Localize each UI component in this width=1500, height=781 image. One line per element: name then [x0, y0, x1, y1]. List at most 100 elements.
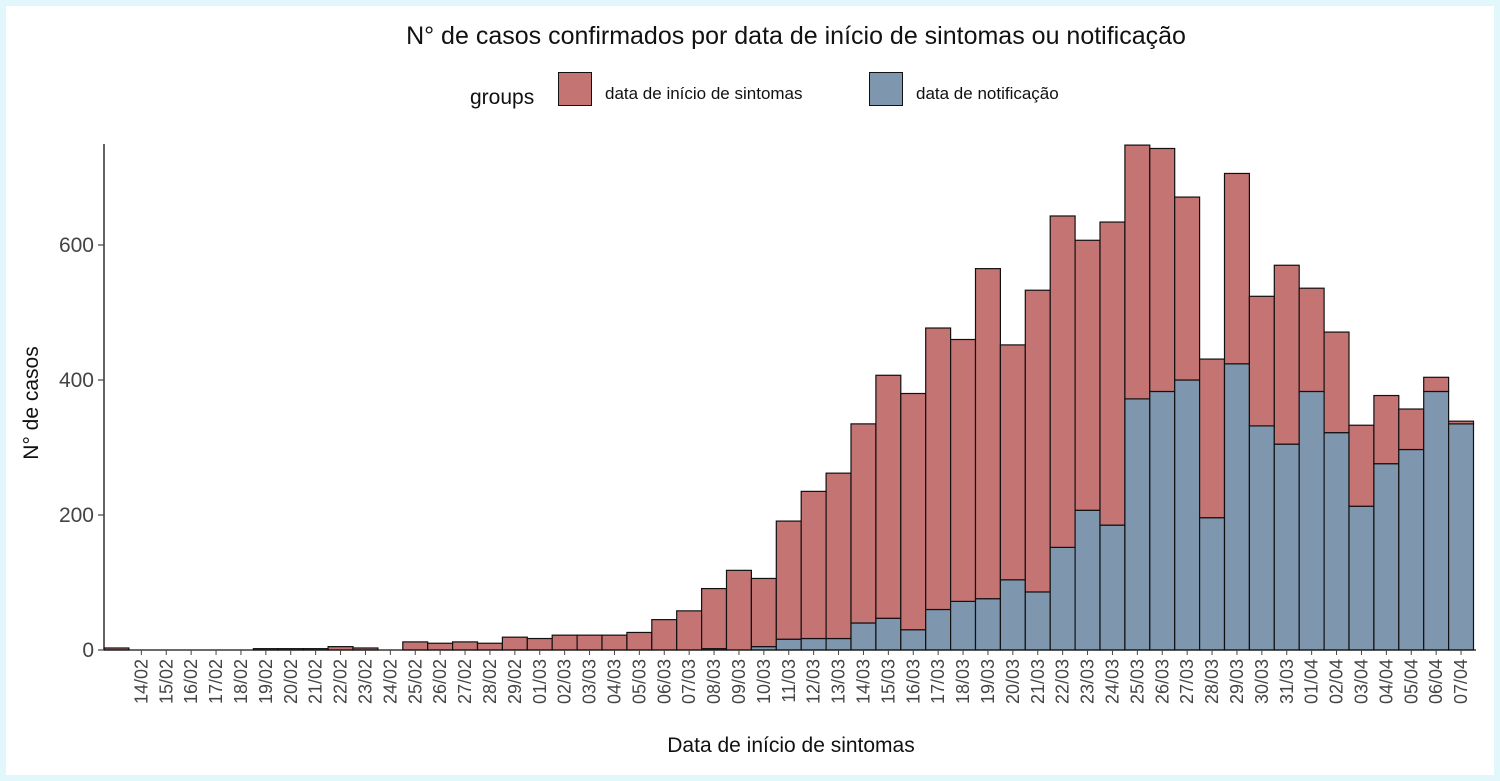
x-tick-label: 15/03 [878, 659, 898, 704]
x-tick-label: 16/03 [903, 659, 923, 704]
y-tick-label: 400 [59, 369, 94, 392]
x-tick-label: 02/03 [555, 659, 575, 704]
x-tick-label: 27/03 [1177, 659, 1197, 704]
bar-sintomas [476, 642, 503, 651]
bar-notificacao [875, 617, 902, 651]
bar-notificacao [1273, 443, 1300, 651]
bar-sintomas [949, 338, 977, 602]
x-tick-label: 11/03 [779, 659, 799, 703]
x-tick-label: 05/04 [1401, 659, 1421, 704]
x-tick-label: 24/02 [380, 659, 400, 704]
bar-notificacao [1398, 448, 1425, 651]
bar-notificacao [1124, 398, 1151, 651]
x-tick-label: 26/03 [1152, 659, 1172, 704]
x-tick-labels: 14/02 15/02 16/02 17/02 18/02 19/02 20/02 21/02… [131, 650, 1494, 704]
bar-sintomas [900, 392, 927, 631]
legend-label-notificacao: data de notificação [916, 84, 1059, 103]
x-tick-label: 18/03 [953, 659, 973, 704]
bar-sintomas [676, 610, 703, 651]
x-tick-label: 19/02 [256, 659, 276, 704]
bar-sintomas [875, 374, 902, 619]
y-tick-label: 0 [82, 639, 94, 662]
legend-title: groups [470, 86, 535, 109]
bar-notificacao [1248, 425, 1275, 651]
bar-sintomas [750, 577, 777, 648]
bar-sintomas [999, 344, 1026, 581]
bar-notificacao [974, 598, 1001, 651]
x-tick-label: 29/03 [1227, 659, 1247, 704]
x-tick-label: 26/02 [430, 659, 450, 704]
bar-notificacao [1348, 505, 1375, 651]
bar-sintomas [526, 637, 553, 651]
bar-notificacao [1198, 517, 1226, 651]
x-tick-label: 28/03 [1202, 659, 1222, 704]
x-tick-label: 28/02 [480, 659, 500, 704]
bar-sintomas [1124, 144, 1151, 400]
bar-sintomas [551, 634, 578, 651]
x-tick-label: 22/03 [1053, 659, 1073, 704]
bar-notificacao [1099, 524, 1126, 651]
chart-plot: 0 200 400 600 14/02 15/02 16/02 17/02 18/02 19/02… [20, 144, 1494, 757]
x-tick-label: 17/02 [206, 659, 226, 704]
y-tick-label: 200 [59, 504, 94, 527]
x-tick-label: 30/03 [1252, 659, 1272, 704]
bar-notificacao [1223, 363, 1250, 651]
bar-sintomas [700, 587, 728, 650]
x-tick-label: 24/03 [1102, 659, 1122, 704]
bar-sintomas [651, 619, 678, 651]
x-tick-label: 21/03 [1028, 659, 1048, 704]
bar-notificacao [825, 637, 852, 651]
legend-key-sintomas [558, 72, 592, 106]
x-tick-label: 13/03 [829, 659, 849, 704]
bar-sintomas [1074, 239, 1101, 511]
x-tick-label: 04/04 [1376, 659, 1396, 704]
bar-sintomas [1298, 287, 1325, 393]
x-tick-label: 25/03 [1127, 659, 1147, 704]
bar-notificacao [1049, 546, 1076, 651]
x-tick-label: 27/02 [455, 659, 475, 704]
bar-notificacao [999, 579, 1026, 651]
bar-sintomas [1348, 424, 1375, 507]
x-tick-label: 03/04 [1351, 659, 1371, 704]
x-tick-label: 06/03 [654, 659, 674, 704]
bar-notificacao [925, 608, 952, 651]
x-tick-label: 12/03 [804, 659, 824, 704]
bars-group [103, 144, 1475, 651]
bar-sintomas [452, 641, 479, 651]
x-tick-label: 03/03 [580, 659, 600, 704]
bar-sintomas [1149, 147, 1176, 393]
bar-sintomas [1323, 331, 1350, 434]
bar-notificacao [1423, 390, 1450, 651]
x-axis-title: Data de início de sintomas [667, 734, 914, 757]
bar-sintomas [1024, 289, 1051, 593]
bar-sintomas [1373, 394, 1400, 465]
bar-sintomas [1049, 215, 1076, 548]
bar-notificacao [800, 637, 827, 651]
x-tick-label: 08/03 [704, 659, 724, 704]
x-tick-label: 08/04 [1476, 659, 1494, 704]
x-tick-label: 17/03 [928, 659, 948, 704]
y-axis-title: N° de casos [20, 346, 43, 459]
x-tick-label: 23/03 [1078, 659, 1098, 704]
x-tick-label: 09/03 [729, 659, 749, 704]
x-tick-label: 16/02 [181, 659, 201, 704]
bar-sintomas [601, 634, 628, 651]
bar-notificacao [949, 600, 977, 651]
bar-sintomas [427, 642, 454, 651]
x-tick-label: 29/02 [505, 659, 525, 704]
x-tick-label: 01/04 [1302, 659, 1322, 704]
bar-sintomas [800, 490, 827, 640]
bar-notificacao [1174, 379, 1201, 651]
bar-sintomas [576, 634, 603, 651]
bar-sintomas [725, 569, 752, 651]
bar-notificacao [900, 629, 927, 651]
x-tick-label: 02/04 [1327, 659, 1347, 704]
x-tick-label: 10/03 [754, 659, 774, 704]
legend: groups data de início de sintomas data d… [6, 6, 1494, 136]
bar-sintomas [1447, 420, 1475, 425]
x-tick-label: 21/02 [306, 659, 326, 704]
bar-notificacao [1447, 423, 1475, 651]
x-tick-label: 20/03 [1003, 659, 1023, 704]
bar-notificacao [1024, 591, 1051, 651]
bar-sintomas [1273, 264, 1300, 445]
